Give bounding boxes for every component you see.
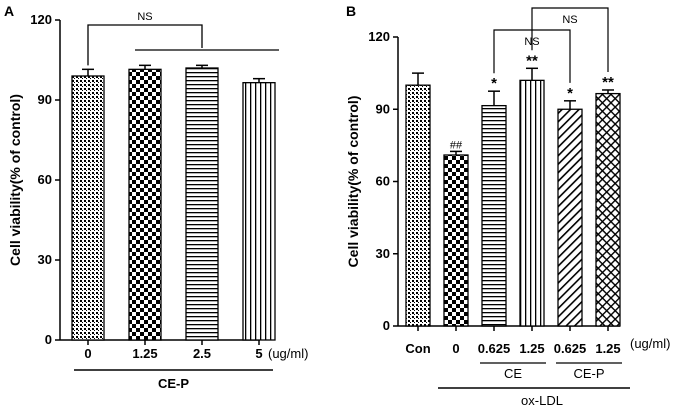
panel-a-bar	[185, 67, 219, 341]
panel-a-x-tick-label: 0	[84, 346, 91, 361]
panel-a-significance-label: NS	[137, 11, 152, 23]
panel-b-significance-mark: *	[567, 85, 573, 102]
panel-b-chart: B Cell viability(% of control) 0 30 60 90 120 C…	[345, 3, 670, 408]
panel-b-bar	[443, 154, 469, 327]
panel-b-group-label: ox-LDL	[521, 393, 563, 408]
panel-b-subgroup-label: CE	[504, 366, 522, 381]
panel-a-x-tick-label: 2.5	[193, 346, 211, 361]
panel-a-y-tick-label: 120	[30, 12, 52, 27]
panel-b-significance-mark: **	[602, 74, 614, 91]
panel-b-x-tick-label: 0	[452, 341, 459, 356]
panel-a-y-axis-label: Cell viability(% of control)	[7, 94, 23, 266]
panel-a-bar	[71, 75, 105, 341]
panel-a-bar	[128, 68, 162, 341]
panel-b-x-tick-label: 1.25	[595, 341, 620, 356]
panel-b-x-tick-label: 0.625	[478, 341, 511, 356]
panel-b-y-tick-label: 0	[383, 318, 390, 333]
panel-b-significance-mark: **	[526, 52, 538, 69]
panel-b-x-tick-label: 0.625	[554, 341, 587, 356]
panel-a-label: A	[4, 3, 14, 19]
panel-a-x-tick-label: 1.25	[132, 346, 157, 361]
panel-b-x-tick-label: Con	[405, 341, 430, 356]
panel-b-significance-bracket	[531, 7, 609, 72]
panel-a-y-tick-label: 60	[38, 172, 52, 187]
panel-a-unit-label: (ug/ml)	[268, 346, 308, 361]
panel-a-x-tick-label: 5	[255, 346, 262, 361]
panel-b-y-tick-label: 90	[376, 101, 390, 116]
panel-b-bar	[481, 104, 507, 327]
panel-b-y-tick-label: 30	[376, 246, 390, 261]
panel-b-unit-label: (ug/ml)	[630, 336, 670, 351]
panel-a-y-tick-label: 0	[45, 332, 52, 347]
panel-b-bar	[595, 92, 621, 327]
panel-a-group-label: CE-P	[158, 376, 189, 391]
panel-b-x-tick-label: 1.25	[519, 341, 544, 356]
panel-b-significance-mark: *	[491, 75, 497, 92]
panel-a-y-tick-label: 30	[38, 252, 52, 267]
panel-a-bar	[242, 82, 276, 341]
panel-b-bar	[405, 84, 431, 327]
panel-b-bar	[557, 108, 583, 327]
panel-a-chart: A Cell viability(% of control) 0 30 60 90 120 0…	[4, 3, 308, 391]
panel-b-label: B	[346, 3, 356, 19]
panel-b-significance-mark: ##	[450, 139, 463, 151]
panel-b-y-axis-label: Cell viability(% of control)	[345, 96, 361, 268]
panel-b-y-tick-label: 120	[368, 29, 390, 44]
panel-b-y-tick-label: 60	[376, 174, 390, 189]
panel-b-subgroup-label: CE-P	[573, 366, 604, 381]
panel-b-bar	[519, 79, 545, 327]
panel-a-significance-bracket	[87, 24, 203, 66]
panel-b-significance-label: NS	[562, 14, 577, 26]
panel-a-y-tick-label: 90	[38, 92, 52, 107]
